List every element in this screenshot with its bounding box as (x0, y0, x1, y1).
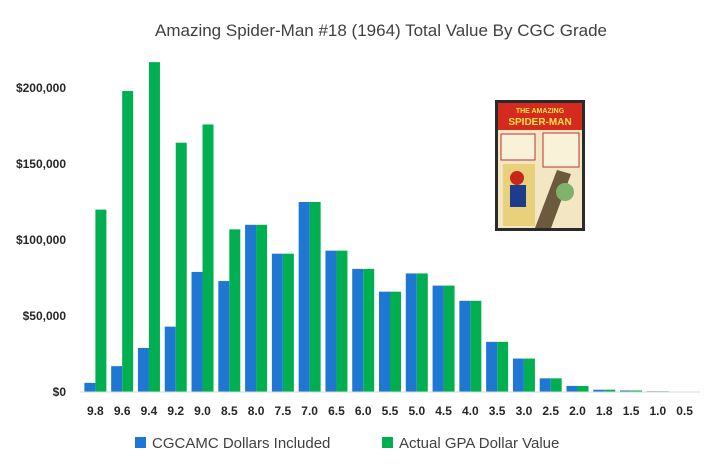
bar-gpa (390, 291, 401, 392)
legend-swatch-cgcamc (135, 437, 146, 448)
bar-cgcamc (325, 250, 337, 392)
bar-cgcamc (84, 382, 96, 392)
bar-gpa (497, 341, 509, 392)
bar-gpa (122, 91, 134, 392)
cover-villain (556, 183, 574, 201)
bar-gpa (256, 224, 268, 392)
bar-gpa (282, 253, 294, 392)
bar-cgcamc (191, 271, 203, 392)
bar-cgcamc (111, 366, 123, 392)
y-tick-label: $0 (53, 385, 67, 399)
bar-gpa (631, 390, 643, 392)
bars-group (84, 62, 696, 393)
bar-cgcamc (164, 326, 176, 392)
x-tick-label: 9.0 (194, 404, 211, 418)
bar-cgcamc (593, 389, 605, 392)
x-tick-label: 1.8 (596, 404, 613, 418)
bar-gpa (95, 209, 107, 392)
x-tick-label: 9.4 (141, 404, 158, 418)
bar-cgcamc (405, 273, 417, 392)
bar-gpa (416, 273, 428, 392)
cover-caption-box-right (542, 132, 580, 168)
bar-cgcamc (459, 300, 471, 392)
bar-cgcamc (218, 281, 230, 392)
cover-figure-head (510, 171, 524, 185)
x-tick-label: 5.0 (408, 404, 425, 418)
bar-gpa (577, 385, 589, 392)
x-tick-label: 4.0 (462, 404, 479, 418)
x-tick-label: 9.8 (87, 404, 104, 418)
bar-cgcamc (298, 202, 310, 392)
bar-gpa (523, 358, 535, 392)
comic-cover-image: THE AMAZING SPIDER-MAN (495, 100, 585, 231)
bar-cgcamc (432, 285, 444, 392)
x-tick-label: 2.0 (569, 404, 586, 418)
bar-gpa (229, 229, 241, 392)
bar-cgcamc (379, 291, 390, 392)
y-tick-label: $150,000 (16, 157, 66, 171)
bar-cgcamc (566, 385, 578, 392)
x-tick-label: 9.2 (167, 404, 184, 418)
cover-figure-body (510, 185, 526, 207)
x-tick-label: 9.6 (114, 404, 131, 418)
chart-title: Amazing Spider-Man #18 (1964) Total Valu… (155, 21, 607, 40)
bar-cgcamc (352, 268, 364, 392)
legend-swatch-gpa (382, 437, 393, 448)
x-tick-label: 8.5 (221, 404, 238, 418)
x-axis: 9.8 9.6 9.4 9.2 9.0 8.5 8.0 7.5 7.0 6.5 6.0 5.5 5.0 4… (87, 404, 693, 418)
bar-cgcamc (539, 378, 551, 392)
bar-gpa (175, 142, 187, 392)
y-tick-label: $200,000 (16, 81, 66, 95)
x-tick-label: 0.5 (676, 404, 693, 418)
bar-gpa (336, 250, 348, 392)
bar-cgcamc (486, 341, 498, 392)
x-tick-label: 2.5 (542, 404, 559, 418)
x-tick-label: 4.5 (435, 404, 452, 418)
x-tick-label: 6.0 (355, 404, 372, 418)
bar-cgcamc (620, 390, 632, 392)
bar-gpa (148, 62, 160, 392)
bar-cgcamc (137, 347, 149, 392)
legend: CGCAMC Dollars Included Actual GPA Dolla… (135, 435, 559, 452)
bar-gpa (363, 268, 375, 392)
bar-cgcamc (512, 358, 524, 392)
bar-cgcamc (271, 253, 283, 392)
x-tick-label: 6.5 (328, 404, 345, 418)
bar-gpa (470, 300, 482, 392)
bar-gpa (309, 202, 321, 392)
bar-gpa (443, 285, 455, 392)
x-tick-label: 3.5 (489, 404, 506, 418)
cover-masthead-top: THE AMAZING (516, 108, 565, 115)
x-tick-label: 1.0 (649, 404, 666, 418)
y-axis: $0 $50,000 $100,000 $150,000 $200,000 (16, 81, 66, 399)
cover-caption-box-left (500, 133, 536, 161)
legend-label-gpa: Actual GPA Dollar Value (399, 435, 559, 452)
bar-cgcamc (245, 224, 257, 392)
bar-gpa (550, 378, 562, 392)
x-tick-label: 1.5 (623, 404, 640, 418)
bar-gpa (202, 124, 214, 392)
x-tick-label: 8.0 (248, 404, 265, 418)
x-tick-label: 3.0 (516, 404, 533, 418)
y-tick-label: $50,000 (23, 309, 67, 323)
x-tick-label: 7.0 (301, 404, 318, 418)
x-tick-label: 5.5 (382, 404, 399, 418)
cover-masthead (498, 103, 582, 130)
x-tick-label: 7.5 (275, 404, 292, 418)
y-tick-label: $100,000 (16, 233, 66, 247)
legend-label-cgcamc: CGCAMC Dollars Included (152, 435, 330, 452)
cover-masthead-main: SPIDER-MAN (508, 117, 571, 128)
bar-gpa (604, 389, 616, 392)
